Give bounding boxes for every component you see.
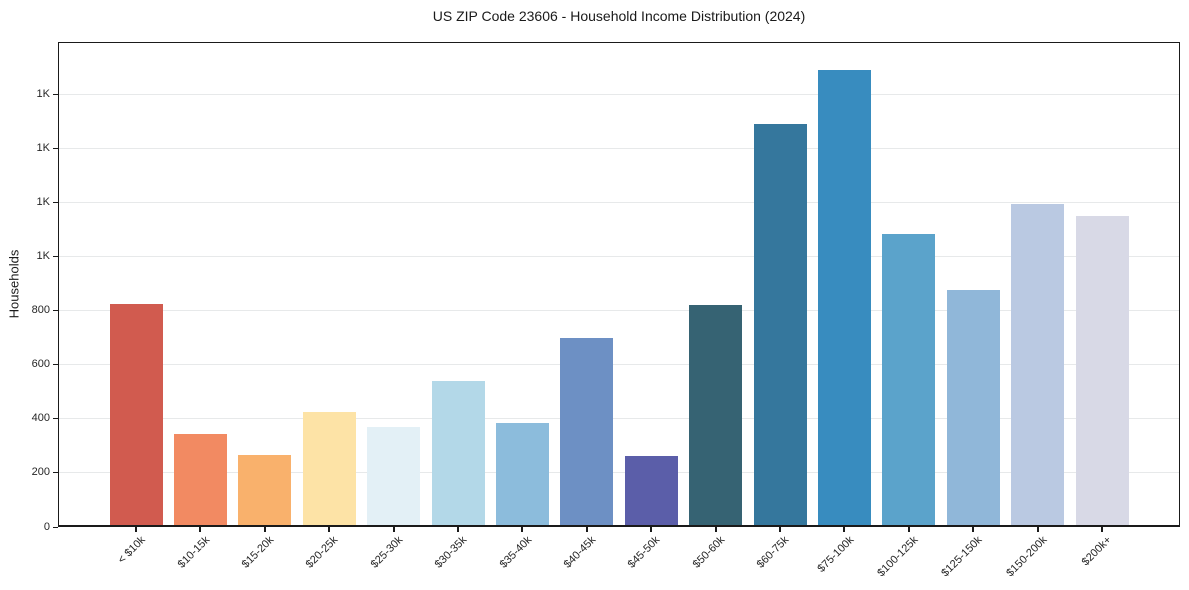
y-tick-mark [53,256,58,258]
y-tick-label: 1K [36,88,50,101]
y-tick-label: 800 [31,304,50,317]
x-tick-label: $125-150k [939,534,985,580]
x-tick-label: $25-30k [368,534,406,571]
bar [753,124,807,527]
x-tick-mark [263,527,266,532]
bar [560,338,614,527]
bar [431,381,485,527]
y-gridline [59,310,1179,312]
y-tick-label: 1K [36,142,50,155]
y-gridline [59,364,1179,366]
y-tick-label: 600 [31,358,50,371]
y-tick-mark [53,202,58,204]
y-tick-mark [53,526,58,528]
y-tick-mark [53,94,58,96]
bar [238,454,292,527]
x-tick-label: $35-40k [497,534,534,571]
x-tick-mark [907,527,910,532]
x-tick-mark [135,527,137,532]
x-tick-mark [328,527,331,532]
x-tick-mark [392,527,395,532]
plot-area [58,42,1180,527]
y-tick-label: 400 [31,412,50,425]
y-gridline [59,94,1179,96]
y-gridline [59,472,1179,474]
y-gridline [59,256,1179,258]
bar [1011,203,1065,527]
y-tick-mark [53,472,58,474]
y-gridline [59,418,1179,420]
x-tick-label: < $10k [115,534,148,567]
y-tick-label: 1K [36,250,50,263]
y-gridline [59,148,1179,150]
bar [1075,216,1129,527]
y-tick-mark [53,148,58,150]
y-tick-label: 0 [43,520,50,533]
x-tick-mark [585,527,588,532]
x-tick-mark [650,527,653,532]
y-tick-mark [53,364,58,366]
x-tick-mark [843,527,846,532]
bar [624,455,678,527]
bar [109,303,163,527]
y-gridline [59,202,1179,204]
bar [495,422,549,527]
x-tick-label: $50-60k [690,534,728,571]
x-tick-label: $30-35k [432,534,470,571]
bar [367,427,421,527]
x-tick-mark [1101,527,1103,532]
bar [946,289,1000,527]
x-tick-label: $45-50k [626,534,663,571]
x-tick-label: $200k+ [1079,534,1114,569]
x-tick-mark [457,527,459,532]
y-tick-mark [53,310,58,312]
x-tick-label: $75-100k [814,534,856,575]
bar [302,412,356,527]
x-tick-mark [714,527,717,532]
x-tick-mark [521,527,524,532]
y-tick-mark [53,418,58,420]
x-tick-mark [1036,527,1039,532]
x-tick-mark [779,527,781,532]
chart-title: US ZIP Code 23606 - Household Income Dis… [432,8,806,24]
bar [817,69,871,527]
x-tick-label: $100-125k [875,534,921,580]
x-tick-mark [972,527,975,532]
bar [689,305,743,527]
x-tick-label: $40-45k [561,534,599,571]
x-tick-label: $20-25k [304,534,341,571]
bar [882,233,936,527]
y-tick-label: 1K [36,196,50,209]
x-tick-label: $150-200k [1003,534,1050,580]
x-tick-label: $10-15k [175,534,212,571]
x-tick-label: $15-20k [239,534,277,571]
bar [173,433,227,527]
y-tick-label: 200 [31,466,50,479]
x-tick-label: $60-75k [754,534,792,571]
x-tick-mark [199,527,202,532]
